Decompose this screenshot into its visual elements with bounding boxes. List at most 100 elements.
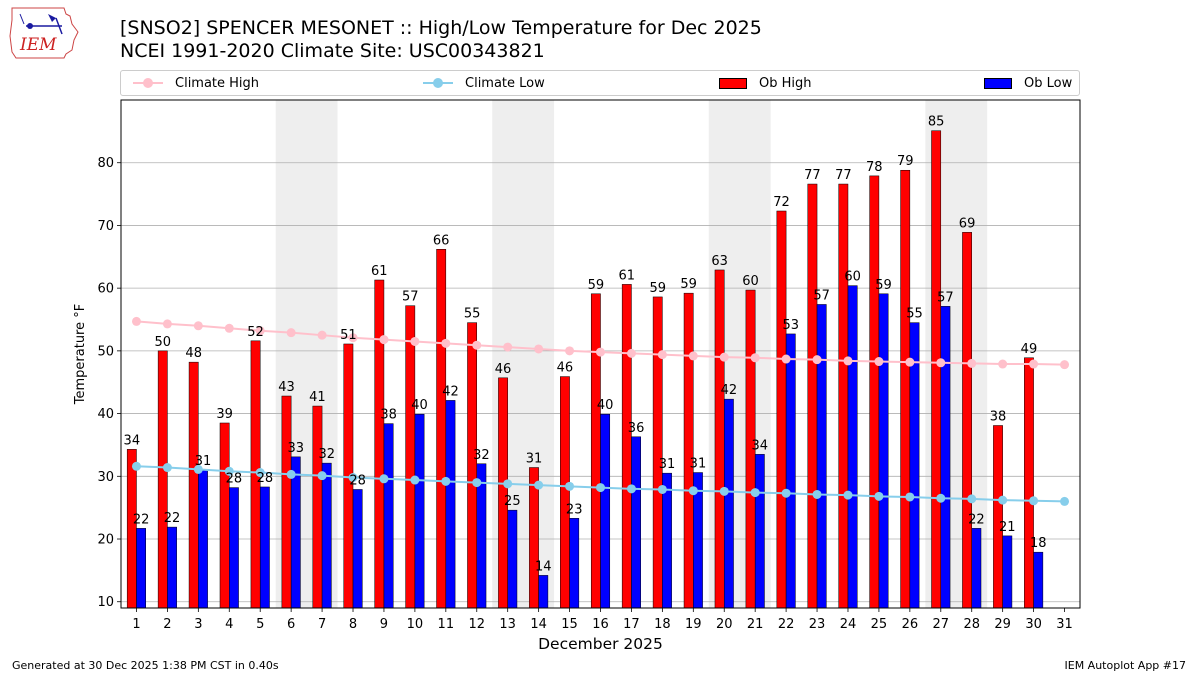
y-tick-label: 10 bbox=[97, 595, 114, 610]
label-ob-low: 21 bbox=[999, 520, 1016, 535]
climate-high-point bbox=[719, 352, 729, 362]
label-ob-high: 59 bbox=[680, 277, 697, 292]
label-ob-low: 31 bbox=[690, 457, 707, 472]
climate-low-point bbox=[1029, 496, 1039, 506]
x-axis-label: December 2025 bbox=[538, 635, 663, 653]
climate-low-point bbox=[286, 469, 296, 479]
climate-low-point bbox=[719, 486, 729, 496]
bar-ob-high bbox=[312, 405, 323, 609]
x-tick-label: 4 bbox=[225, 617, 233, 632]
climate-low-point bbox=[626, 484, 636, 494]
label-ob-high: 61 bbox=[619, 268, 636, 283]
bar-ob-low bbox=[507, 509, 518, 609]
label-ob-high: 60 bbox=[742, 274, 759, 289]
climate-high-point bbox=[998, 359, 1008, 369]
climate-high-point bbox=[596, 347, 605, 357]
bar-ob-high bbox=[714, 269, 725, 609]
label-ob-high: 41 bbox=[309, 390, 326, 405]
legend-swatch-climate-high bbox=[133, 78, 163, 88]
climate-low-point bbox=[131, 461, 141, 471]
label-ob-high: 66 bbox=[433, 233, 450, 248]
x-tick-label: 8 bbox=[349, 617, 357, 632]
label-ob-high: 61 bbox=[371, 264, 388, 279]
climate-high-point bbox=[255, 326, 265, 336]
label-ob-low: 34 bbox=[752, 438, 769, 453]
climate-low-point bbox=[874, 491, 884, 501]
x-tick-label: 14 bbox=[530, 617, 547, 632]
y-tick-label: 60 bbox=[97, 282, 114, 297]
bar-ob-low bbox=[136, 528, 146, 609]
bar-ob-high bbox=[962, 232, 972, 609]
climate-low-point bbox=[410, 475, 420, 485]
climate-high-point bbox=[410, 336, 420, 346]
x-tick-label: 28 bbox=[963, 617, 980, 632]
climate-high-point bbox=[688, 351, 698, 361]
bar-ob-high bbox=[683, 292, 694, 609]
climate-low-point bbox=[750, 488, 760, 498]
bar-ob-low bbox=[847, 285, 858, 609]
label-ob-low: 57 bbox=[813, 288, 830, 303]
bar-ob-high bbox=[498, 377, 508, 609]
bar-ob-low bbox=[723, 398, 734, 609]
bar-ob-high bbox=[436, 249, 447, 609]
climate-low-point bbox=[905, 492, 915, 502]
bar-ob-low bbox=[198, 469, 208, 609]
label-ob-low: 53 bbox=[782, 318, 799, 333]
label-ob-high: 78 bbox=[866, 160, 883, 175]
climate-low-point bbox=[472, 478, 482, 488]
x-tick-label: 22 bbox=[778, 617, 795, 632]
legend-item-climate-high: Climate High bbox=[133, 74, 259, 92]
legend-marker-icon bbox=[143, 78, 153, 88]
x-tick-label: 25 bbox=[871, 617, 888, 632]
label-ob-low: 31 bbox=[659, 457, 676, 472]
label-ob-high: 63 bbox=[711, 254, 728, 269]
bar-ob-low bbox=[414, 413, 425, 609]
x-tick-label: 5 bbox=[256, 617, 264, 632]
climate-high-point bbox=[657, 350, 667, 360]
climate-low-point bbox=[843, 490, 853, 500]
legend-item-ob-high: Ob High bbox=[719, 74, 812, 92]
x-tick-label: 20 bbox=[716, 617, 733, 632]
bar-ob-high bbox=[931, 130, 942, 609]
bar-ob-low bbox=[167, 526, 177, 609]
bar-ob-high bbox=[869, 175, 880, 609]
x-tick-label: 21 bbox=[747, 617, 764, 632]
bar-ob-low bbox=[538, 575, 549, 609]
legend-item-climate-low: Climate Low bbox=[423, 74, 545, 92]
legend-item-ob-low: Ob Low bbox=[984, 74, 1072, 92]
climate-high-point bbox=[905, 357, 915, 367]
climate-high-point bbox=[472, 340, 482, 350]
x-tick-label: 7 bbox=[318, 617, 326, 632]
climate-low-point bbox=[596, 483, 605, 493]
climate-high-point bbox=[534, 344, 544, 354]
label-ob-high: 69 bbox=[959, 216, 976, 231]
label-ob-low: 31 bbox=[195, 454, 212, 469]
climate-low-point bbox=[1060, 496, 1070, 506]
climate-low-point bbox=[998, 495, 1008, 505]
bar-ob-high bbox=[405, 305, 416, 609]
climate-high-point bbox=[348, 333, 358, 343]
x-tick-label: 30 bbox=[1025, 617, 1042, 632]
label-ob-low: 23 bbox=[566, 502, 583, 517]
x-tick-label: 11 bbox=[438, 617, 455, 632]
legend-swatch-ob-low bbox=[984, 77, 1012, 89]
climate-low-point bbox=[534, 480, 544, 490]
legend-label: Climate Low bbox=[465, 75, 545, 91]
bar-ob-low bbox=[816, 304, 827, 609]
climate-low-point bbox=[255, 468, 265, 478]
y-tick-label: 80 bbox=[97, 156, 114, 171]
x-tick-label: 3 bbox=[194, 617, 202, 632]
climate-low-point bbox=[503, 479, 513, 489]
climate-high-point bbox=[874, 357, 884, 367]
label-ob-low: 32 bbox=[318, 447, 335, 462]
bar-ob-high bbox=[126, 449, 137, 609]
x-tick-label: 10 bbox=[407, 617, 424, 632]
x-tick-label: 1 bbox=[132, 617, 140, 632]
label-ob-high: 46 bbox=[495, 362, 512, 377]
bar-ob-high bbox=[281, 395, 292, 609]
y-axis-label: Temperature °F bbox=[73, 304, 88, 405]
climate-high-point bbox=[224, 323, 234, 333]
iem-logo: IEM bbox=[9, 7, 79, 59]
label-ob-high: 43 bbox=[278, 380, 295, 395]
